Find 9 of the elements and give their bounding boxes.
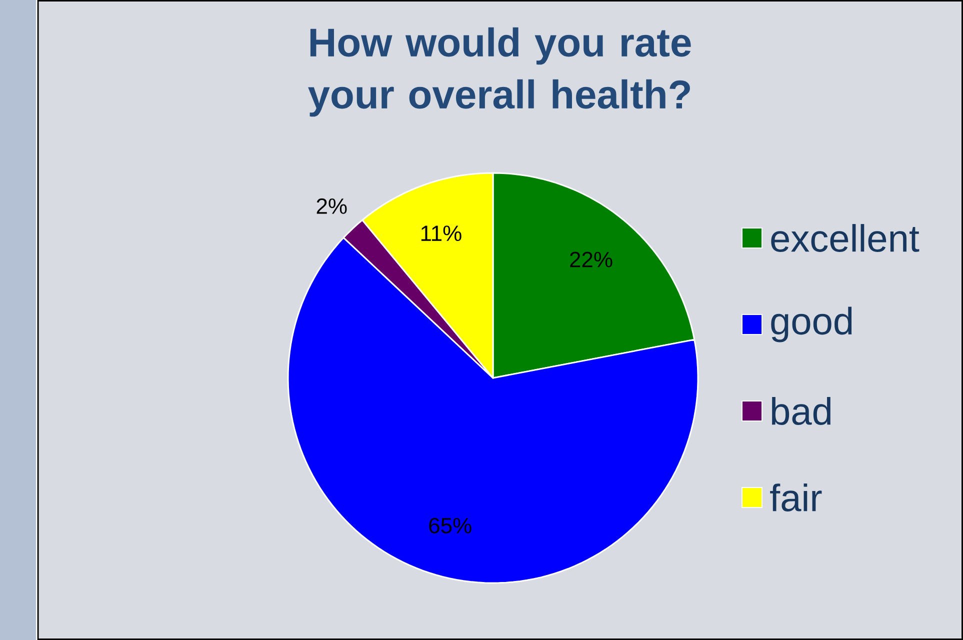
data-label: 65% [429,518,472,534]
chart-title: How would you rate your overall health? [308,27,691,117]
legend-label: good [771,306,852,342]
legend-label: excellent [771,224,920,252]
legend-label: bad [772,397,830,425]
data-label: 2% [316,198,347,214]
legend-label: fair [770,484,822,512]
data-label: 11% [421,226,462,242]
data-label: 22% [570,252,612,268]
